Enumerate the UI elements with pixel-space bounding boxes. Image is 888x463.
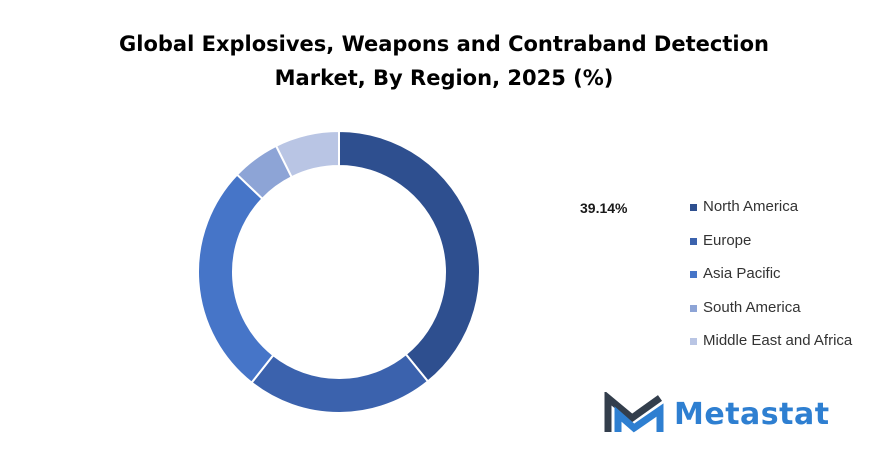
chart-title: Global Explosives, Weapons and Contraban… bbox=[0, 27, 888, 95]
donut-slice-europe bbox=[250, 352, 430, 414]
chart-title-line-1: Global Explosives, Weapons and Contraban… bbox=[119, 32, 769, 56]
legend-item-middle-east-and-africa: Middle East and Africa bbox=[690, 330, 852, 364]
north-america-data-label: 39.14% bbox=[580, 200, 628, 216]
legend-item-south-america: South America bbox=[690, 297, 852, 331]
legend-label-middle-east-and-africa: Middle East and Africa bbox=[703, 332, 853, 349]
logo-mark-accent-stroke bbox=[614, 403, 664, 433]
donut-slice-middle-east-and-africa bbox=[274, 129, 340, 179]
legend-swatch-asia-pacific bbox=[690, 271, 697, 278]
logo-mark-dark-stroke bbox=[604, 392, 663, 432]
metastat-logo-icon bbox=[604, 392, 664, 433]
legend-label-asia-pacific: Asia Pacific bbox=[703, 265, 781, 282]
donut-slice-asia-pacific bbox=[197, 173, 275, 385]
donut-slice-north-america bbox=[338, 129, 482, 383]
legend-swatch-middle-east-and-africa bbox=[690, 338, 697, 345]
legend-swatch-north-america bbox=[690, 204, 697, 211]
metastat-logo: Metastat bbox=[604, 392, 830, 436]
legend-swatch-europe bbox=[690, 237, 697, 245]
legend-label-north-america: North America bbox=[703, 198, 799, 215]
legend-swatch-south-america bbox=[690, 304, 697, 312]
chart-legend: North America Europe Asia Pacific South Ame… bbox=[690, 196, 852, 364]
legend-label-south-america: South America bbox=[703, 298, 801, 316]
metastat-logo-text: Metastat bbox=[674, 396, 830, 432]
legend-label-europe: Europe bbox=[703, 231, 752, 249]
chart-title-line-2: Market, By Region, 2025 (%) bbox=[274, 66, 614, 90]
legend-item-north-america: North America bbox=[690, 196, 852, 230]
legend-item-europe: Europe bbox=[690, 230, 852, 264]
legend-item-asia-pacific: Asia Pacific bbox=[690, 263, 852, 297]
